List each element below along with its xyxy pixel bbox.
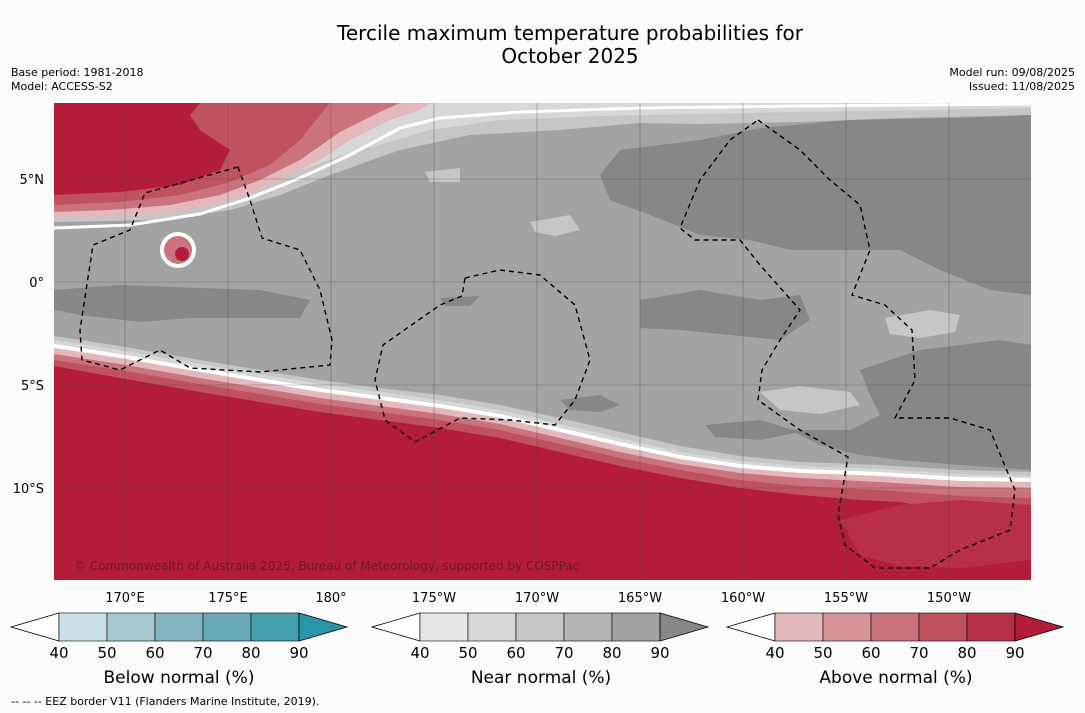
lon-label-150w: 150°W [927, 591, 971, 606]
colorbar-above-tick-label: 40 [765, 644, 784, 662]
hot-spot-core [175, 247, 189, 261]
colorbar-below-low-extend [9, 612, 60, 642]
map-fill [54, 103, 1031, 580]
near-light-patch-4 [760, 386, 860, 414]
colorbar-title-above: Above normal (%) [819, 668, 973, 688]
near-dark-blob-2 [640, 290, 810, 340]
colorbar-below-segment [58, 612, 108, 642]
colorbar-near-tick-label: 50 [458, 644, 477, 662]
lon-label-170w: 170°W [515, 591, 559, 606]
colorbar-above-segment [774, 612, 824, 642]
colorbar-near-tick-label: 40 [410, 644, 429, 662]
lon-label-170e: 170°E [105, 591, 145, 606]
lat-label-0: 0° [29, 276, 44, 291]
colorbar-near-segment [611, 612, 661, 642]
colorbar-above-high-extend [1014, 612, 1065, 642]
model-name: Model: ACCESS-S2 [11, 80, 113, 93]
meta-right: Model run: 09/08/2025 Issued: 11/08/2025 [949, 66, 1075, 94]
near-dark-blob-6 [440, 296, 480, 306]
base-period: Base period: 1981-2018 [11, 66, 144, 79]
colorbar-below-segment [106, 612, 156, 642]
eez-kiribati-line [679, 119, 1016, 569]
colorbar-below-tick-label: 40 [49, 644, 68, 662]
lon-label-155w: 155°W [824, 591, 868, 606]
colorbar-near-segment [467, 612, 517, 642]
meta-left: Base period: 1981-2018 Model: ACCESS-S2 [11, 66, 143, 94]
eez-legend-footer: -- -- -- EEZ border V11 (Flanders Marine… [11, 695, 320, 708]
lon-label-175e: 175°E [208, 591, 248, 606]
lon-label-175w: 175°W [412, 591, 456, 606]
eez-kiribati-phoenix [374, 269, 591, 443]
copyright-notice: © Commonwealth of Australia 2025, Bureau… [74, 559, 580, 573]
eez-borders [79, 119, 1016, 569]
colorbar-near-tick-label: 80 [602, 644, 621, 662]
above-bottom-5 [840, 500, 1031, 568]
colorbar-below-segment [250, 612, 300, 642]
colorbar-title-near: Near normal (%) [470, 668, 612, 688]
graticule [54, 103, 1031, 580]
near-light-patch-2 [530, 215, 580, 236]
colorbar-above-segment [822, 612, 872, 642]
model-run: Model run: 09/08/2025 [949, 66, 1075, 79]
colorbar-above-tick-label: 80 [957, 644, 976, 662]
colorbar-near-low-extend [370, 612, 421, 642]
above-bottom-4 [54, 366, 1031, 580]
colorbar-above-segment [918, 612, 968, 642]
colorbars: 40 50 60 70 80 90 40 50 60 70 80 90 40 50 60 70 80 90 [9, 612, 1065, 662]
near-dark-blob-1 [600, 115, 1031, 295]
colorbar-below-tick-label: 80 [241, 644, 260, 662]
colorbar-below-tick-label: 60 [145, 644, 164, 662]
colorbar-near-high-extend [659, 612, 710, 642]
longitude-labels: 170°E 175°E 180° 175°W 170°W 165°W 160°W… [105, 591, 971, 606]
near-dark-blob-3 [54, 285, 310, 322]
colorbar-above-tick-label: 50 [813, 644, 832, 662]
colorbar-near-tick-label: 70 [554, 644, 573, 662]
colorbar-below-tick-label: 50 [97, 644, 116, 662]
lat-label-10s: 10°S [13, 482, 44, 497]
colorbar-near-segment [515, 612, 565, 642]
colorbar-above-segment [870, 612, 920, 642]
colorbar-near-tick-label: 90 [650, 644, 669, 662]
eez-kiribati-gilbert [79, 166, 333, 373]
lon-label-180: 180° [315, 591, 346, 606]
lat-label-5s: 5°S [21, 379, 44, 394]
colorbar-above-tick-label: 70 [909, 644, 928, 662]
colorbar-below-tick-label: 70 [193, 644, 212, 662]
colorbar-above-tick-label: 60 [861, 644, 880, 662]
colorbar-above-segment [966, 612, 1016, 642]
lon-label-165w: 165°W [618, 591, 662, 606]
colorbar-title-below: Below normal (%) [103, 668, 255, 688]
colorbar-below-segment [202, 612, 252, 642]
colorbar-near-segment [563, 612, 613, 642]
near-dark-blob-5 [560, 395, 620, 412]
colorbar-above-tick-label: 90 [1005, 644, 1024, 662]
near-light-patch-3 [885, 310, 960, 338]
white-stripe-top [54, 103, 1031, 230]
colorbar-near-tick-label: 60 [506, 644, 525, 662]
title-line2: October 2025 [501, 44, 639, 68]
near-dark-blob-7 [705, 420, 800, 440]
issued-date: Issued: 11/08/2025 [968, 80, 1075, 93]
title-line1: Tercile maximum temperature probabilitie… [337, 21, 803, 45]
near-dark-blob-4 [790, 340, 1031, 470]
colorbar-below-tick-label: 90 [289, 644, 308, 662]
latitude-labels: 5°N 0° 5°S 10°S [13, 173, 44, 497]
above-top-region-4 [54, 103, 230, 195]
colorbar-below-segment [154, 612, 204, 642]
colorbar-near-segment [419, 612, 469, 642]
lat-label-5n: 5°N [20, 173, 45, 188]
map-title: Tercile maximum temperature probabilitie… [220, 22, 920, 68]
colorbar-below-high-extend [298, 612, 349, 642]
lon-label-160w: 160°W [721, 591, 765, 606]
colorbar-above-low-extend [725, 612, 776, 642]
